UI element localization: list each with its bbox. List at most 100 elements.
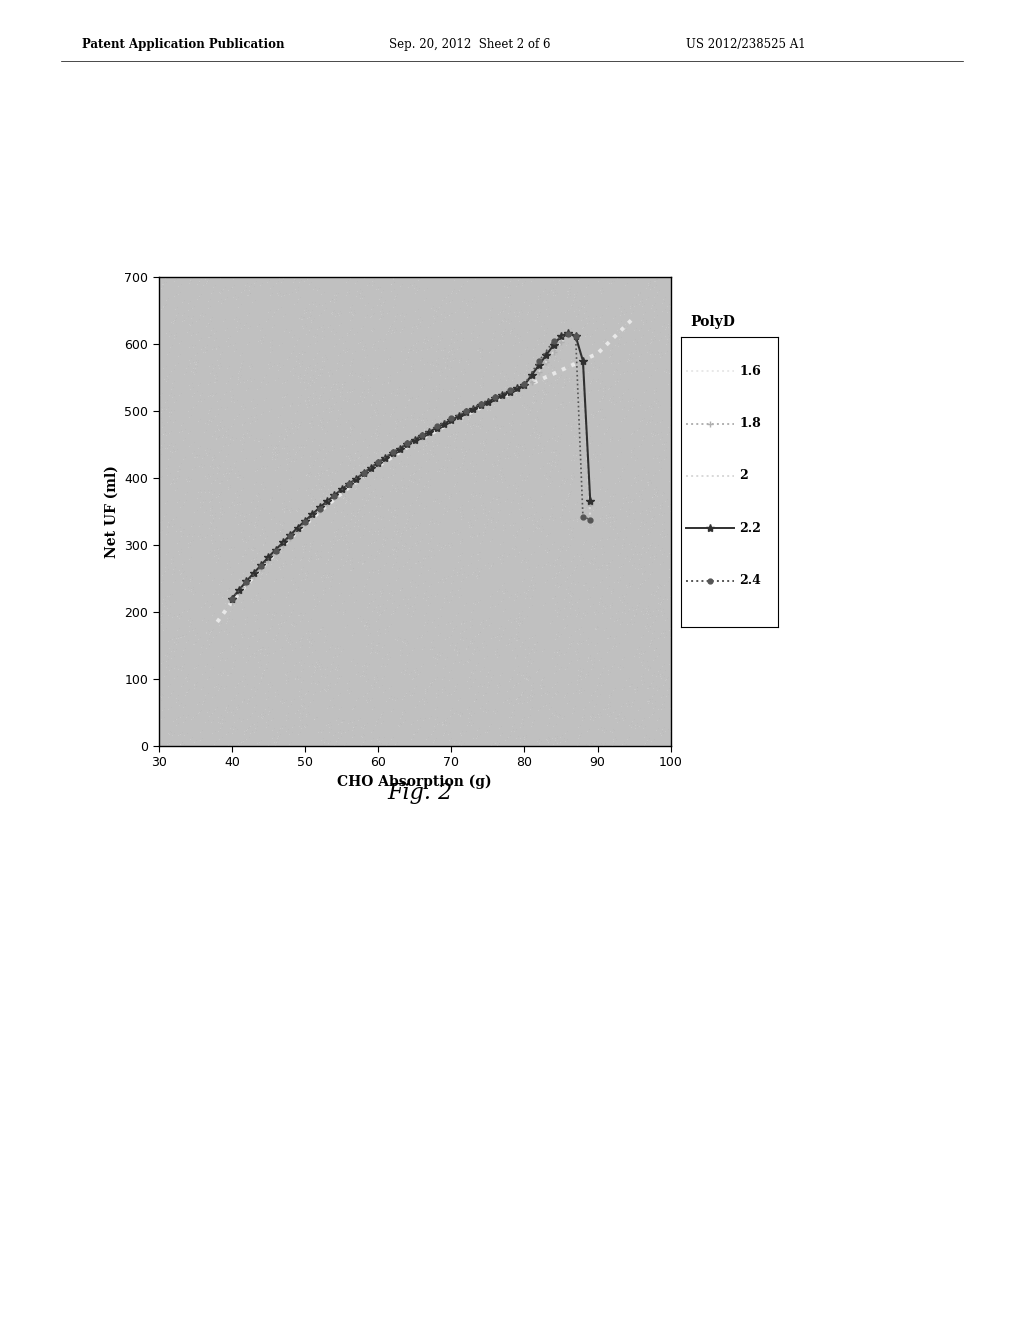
Point xyxy=(246,368,262,389)
Point xyxy=(370,560,386,581)
Point xyxy=(509,688,525,709)
Point xyxy=(291,628,307,649)
Point xyxy=(641,409,657,430)
Point xyxy=(427,451,443,473)
Point xyxy=(221,663,238,684)
Point xyxy=(263,355,280,376)
Point xyxy=(372,581,388,602)
Point xyxy=(355,487,372,508)
Point xyxy=(658,317,675,338)
Point xyxy=(493,417,509,438)
Point xyxy=(472,341,488,362)
Point xyxy=(433,490,450,511)
Point xyxy=(202,541,218,562)
Point xyxy=(336,352,352,374)
Point xyxy=(200,440,216,461)
Point xyxy=(654,718,671,739)
Point xyxy=(241,513,257,535)
Point xyxy=(483,583,500,605)
Point xyxy=(562,482,579,503)
Point xyxy=(580,602,596,623)
Point xyxy=(562,516,579,537)
Point xyxy=(561,279,578,300)
Point xyxy=(344,294,360,315)
Point xyxy=(524,422,541,444)
Point xyxy=(572,459,589,480)
Point xyxy=(642,500,658,521)
Point xyxy=(522,425,539,446)
Point xyxy=(465,400,481,421)
Point xyxy=(653,449,670,470)
Point xyxy=(374,519,390,540)
Point xyxy=(326,335,342,356)
Point xyxy=(378,338,394,359)
Point xyxy=(266,731,283,752)
Point xyxy=(560,413,577,434)
Point xyxy=(214,647,230,668)
Point xyxy=(535,455,551,477)
Point xyxy=(303,463,319,484)
Point xyxy=(606,374,623,395)
Point xyxy=(354,718,371,739)
Point xyxy=(418,474,434,495)
Point xyxy=(344,318,360,339)
Point xyxy=(381,582,397,603)
Point xyxy=(255,455,271,477)
Point xyxy=(319,486,336,507)
Point xyxy=(371,734,387,755)
Point xyxy=(394,577,411,598)
Point xyxy=(275,690,292,711)
Point xyxy=(183,372,200,393)
Point xyxy=(272,282,289,304)
Point xyxy=(437,614,454,635)
Point xyxy=(463,675,479,696)
Point xyxy=(236,721,252,742)
Point xyxy=(445,395,462,416)
Point xyxy=(216,288,232,309)
Point xyxy=(294,354,310,375)
Point xyxy=(327,659,343,680)
Point xyxy=(273,499,290,520)
Point xyxy=(532,731,549,752)
Point xyxy=(206,329,222,350)
Point xyxy=(462,632,478,653)
Point xyxy=(349,504,366,525)
Point xyxy=(569,717,586,738)
Point xyxy=(464,527,480,548)
Point xyxy=(580,362,596,383)
Point xyxy=(163,379,179,400)
Point xyxy=(217,422,233,444)
Point xyxy=(472,673,488,694)
Point xyxy=(340,483,356,504)
Point xyxy=(503,310,519,331)
Point xyxy=(372,506,388,527)
Point xyxy=(253,671,269,692)
Point xyxy=(386,554,402,576)
Point xyxy=(587,552,603,573)
Point xyxy=(357,615,374,636)
Point xyxy=(642,516,658,537)
Point xyxy=(560,577,577,598)
Point xyxy=(479,719,496,741)
Point xyxy=(259,455,275,477)
Point xyxy=(304,358,321,379)
Point xyxy=(625,490,641,511)
Point xyxy=(173,330,189,351)
Point xyxy=(638,288,654,309)
Point xyxy=(404,726,421,747)
Point xyxy=(451,562,467,583)
Point xyxy=(398,455,415,477)
Point xyxy=(652,553,669,574)
Point xyxy=(546,565,562,586)
Point xyxy=(403,404,420,425)
Point xyxy=(630,331,646,352)
Point xyxy=(466,421,482,442)
Point xyxy=(648,275,665,296)
Point xyxy=(509,520,525,541)
Point xyxy=(280,525,296,546)
Point xyxy=(604,581,621,602)
Point xyxy=(657,317,674,338)
Point xyxy=(568,669,585,690)
Point xyxy=(502,321,518,342)
Point xyxy=(313,616,330,638)
